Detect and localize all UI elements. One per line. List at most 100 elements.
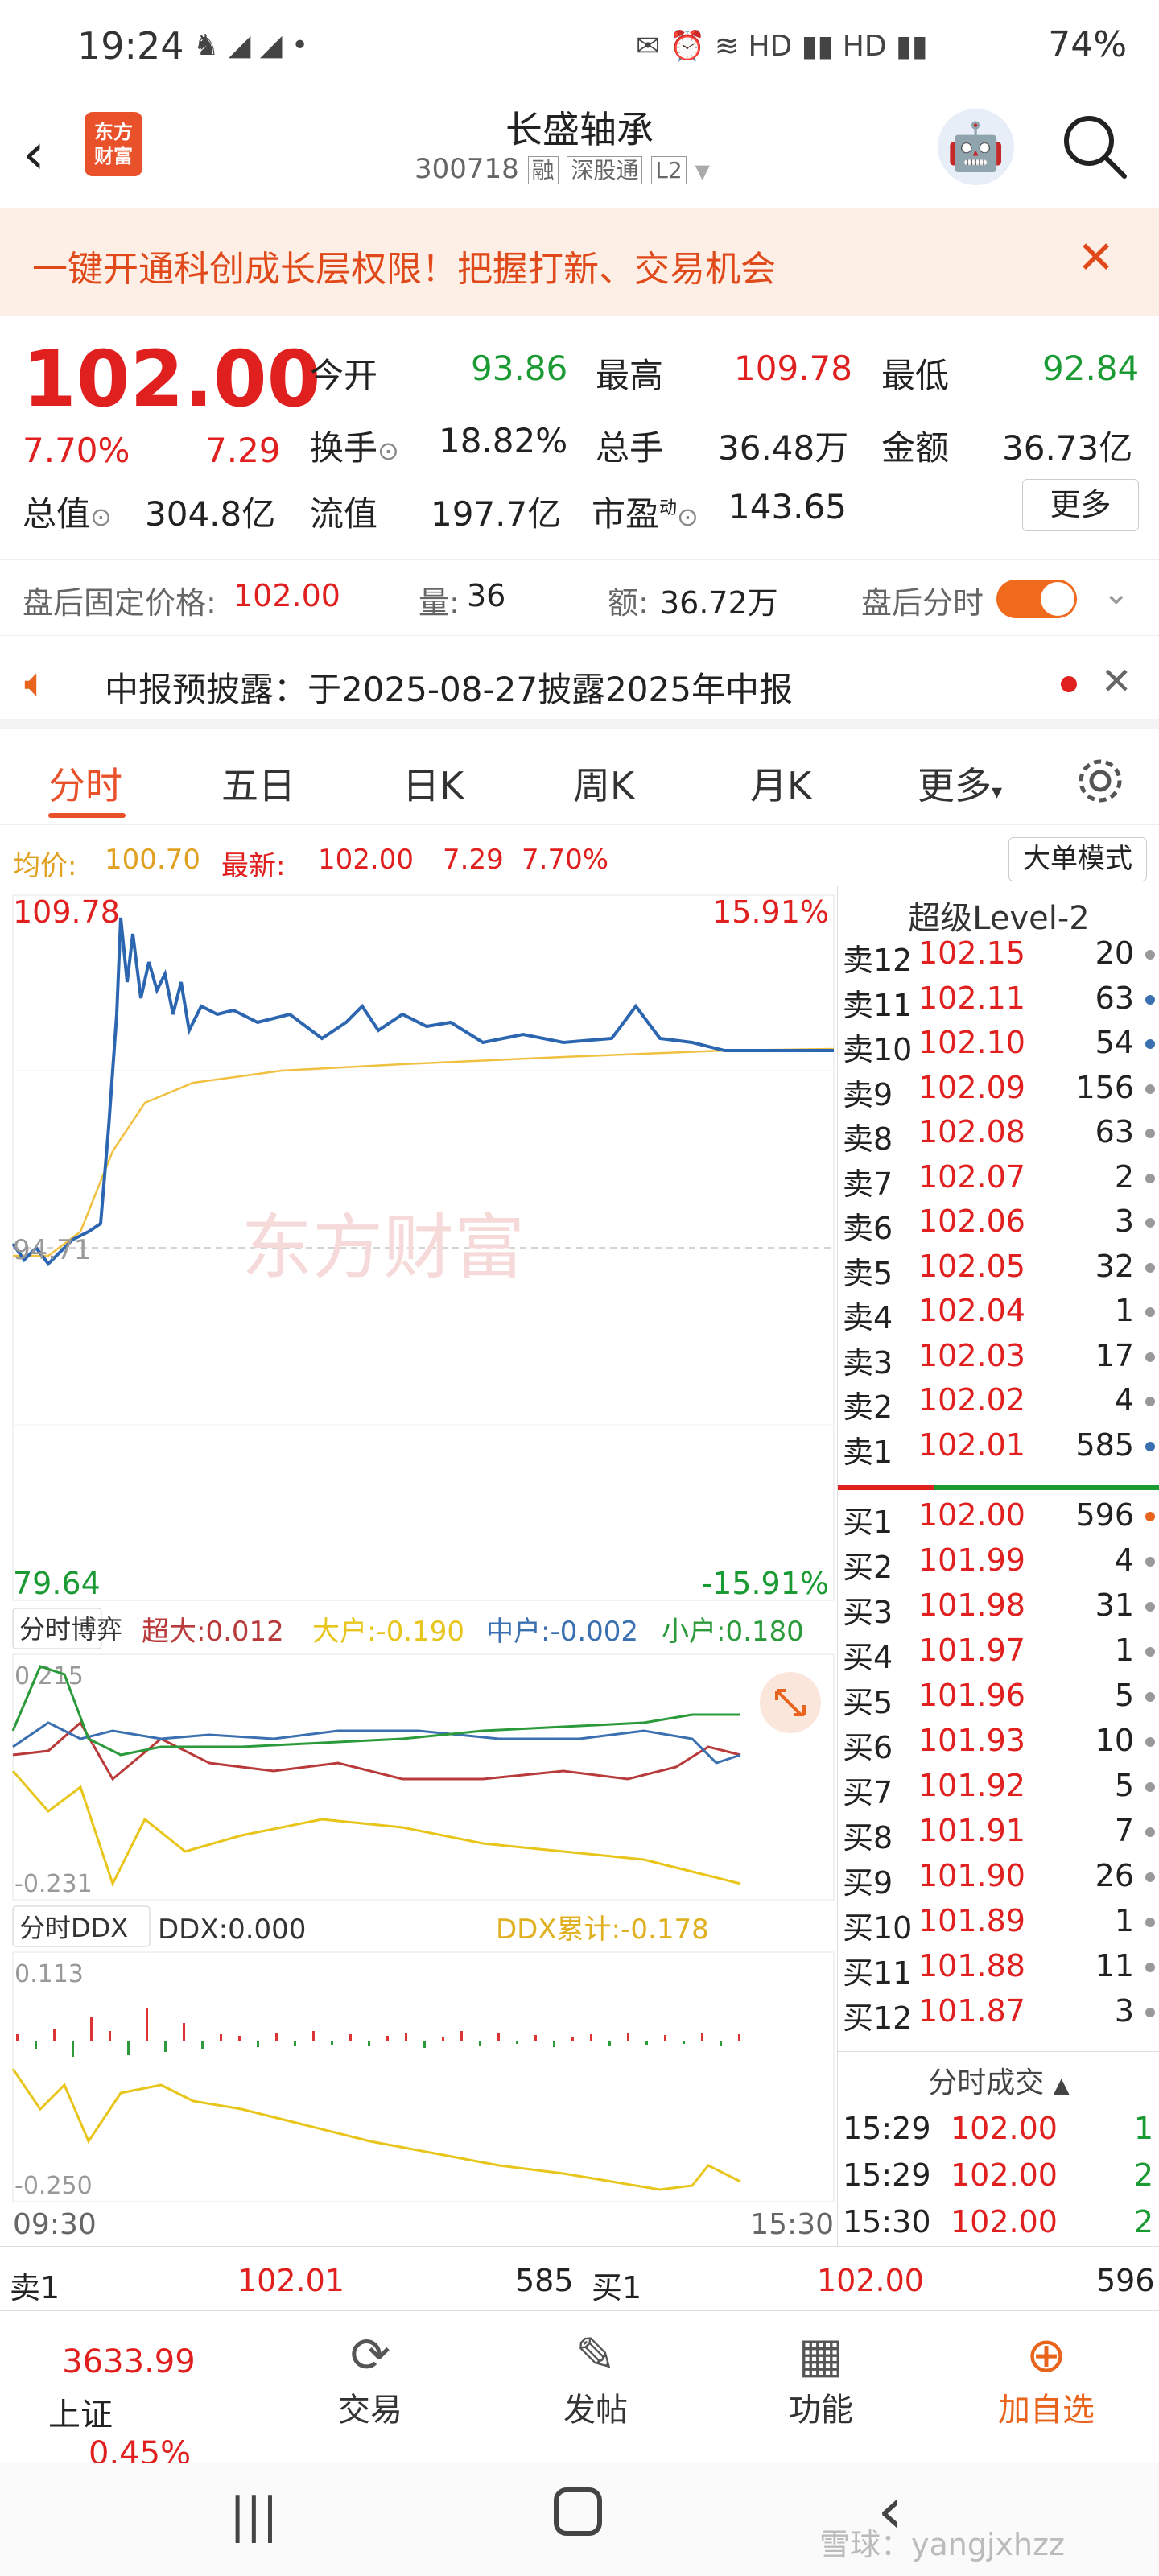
after-hours-toggle[interactable]	[996, 580, 1077, 618]
app-logo[interactable]: 东方 财富	[85, 112, 142, 176]
recents-icon[interactable]: |||	[229, 2487, 278, 2544]
back-nav-icon[interactable]: ‹	[877, 2473, 903, 2548]
close-icon[interactable]: ✕	[1101, 659, 1132, 703]
sell-row[interactable]: 卖1 102.01 585	[838, 1427, 1159, 1472]
ddx-bar	[368, 2041, 370, 2046]
nav-post[interactable]: ✎ 发帖	[515, 2327, 676, 2430]
gear-icon[interactable]	[1074, 755, 1126, 807]
sell-row[interactable]: 卖4 102.04 1	[838, 1293, 1159, 1338]
chart-area[interactable]: 东方财富 109.78 15.91% 94.71 79.64 -15.91% 分…	[0, 886, 837, 2246]
ddx-bar	[16, 2034, 19, 2041]
buy-row[interactable]: 买4 101.97 1	[838, 1633, 1159, 1678]
sell-row[interactable]: 卖7 102.07 2	[838, 1159, 1159, 1204]
ddx-bar	[238, 2036, 241, 2041]
robot-assistant-icon[interactable]: 🤖	[938, 109, 1014, 185]
buy-label: 买7	[843, 1775, 893, 1810]
close-icon[interactable]: ✕	[1077, 232, 1115, 284]
bojue-top-label: 0.215	[14, 1662, 84, 1690]
time-start-label: 09:30	[13, 2208, 97, 2241]
sell-price: 102.04	[918, 1293, 1025, 1328]
sell-row[interactable]: 卖8 102.08 63	[838, 1114, 1159, 1159]
tab-more[interactable]: 更多▾	[918, 757, 1002, 810]
ddx-label[interactable]: 分时DDX	[19, 1913, 128, 1943]
index-ticker[interactable]: 3633.99 上证0.45%	[48, 2343, 209, 2472]
ddx-selector[interactable]	[12, 1905, 151, 1947]
order-dot	[1145, 2008, 1155, 2017]
tab-monthly-k[interactable]: 月K	[750, 764, 812, 807]
chart-svg[interactable]: 东方财富 109.78 15.91% 94.71 79.64 -15.91% 分…	[0, 886, 837, 2246]
tab-weekly-k[interactable]: 周K	[573, 764, 635, 807]
promo-banner[interactable]: 一键开通科创成长层权限！把握打新、交易机会 ✕	[0, 208, 1159, 316]
buy-volume: 5	[1114, 1678, 1134, 1713]
buy-pressure-bar	[934, 1485, 1159, 1490]
trade-time: 15:30	[843, 2204, 931, 2240]
buy-row[interactable]: 买9 101.90 26	[838, 1858, 1159, 1903]
buy-row[interactable]: 买12 101.87 3	[838, 1993, 1159, 2038]
buy-price: 101.97	[918, 1633, 1025, 1668]
notice-bar[interactable]: 🔈︎ 中报预披露：于2025-08-27披露2025年中报 ✕	[0, 640, 1159, 729]
sell-row[interactable]: 卖3 102.03 17	[838, 1338, 1159, 1383]
buy-volume: 31	[1095, 1587, 1134, 1623]
stock-code-line: 300718 融 深股通 L2 ▼	[415, 153, 710, 185]
ddx-bar	[220, 2034, 222, 2041]
tab-intraday[interactable]: 分时	[48, 764, 122, 807]
caret-up-icon: ▲	[1053, 2074, 1070, 2098]
chevron-down-icon[interactable]: ⌄	[1103, 575, 1130, 612]
status-bar: 19:24 ♞ ◢ ◢ • ✉ ⏰ ≋ HD ▮▮ HD ▮▮ 74%	[0, 0, 1159, 101]
ddx-bar	[720, 2041, 722, 2046]
ddx-bar	[701, 2033, 703, 2041]
order-dot	[1145, 1602, 1155, 1612]
tab-5day[interactable]: 五日	[221, 764, 295, 807]
after-hours-bar: 盘后固定价格: 102.00 量: 36 额: 36.72万 盘后分时 ⌄	[0, 559, 1159, 636]
dropdown-icon[interactable]: ▼	[695, 160, 710, 183]
sell-volume: 2	[1114, 1158, 1134, 1195]
buy-row[interactable]: 买6 101.93 10	[838, 1723, 1159, 1768]
order-dot	[1145, 1918, 1155, 1927]
nav-trade[interactable]: ⟳ 交易	[290, 2327, 451, 2430]
tab-daily-k[interactable]: 日K	[402, 764, 464, 807]
trades-title[interactable]: 分时成交 ▲	[838, 2059, 1159, 2101]
search-icon[interactable]	[1058, 110, 1131, 183]
buy-row[interactable]: 买7 101.92 5	[838, 1768, 1159, 1813]
ddx-bar	[497, 2033, 500, 2041]
high-label: 最高	[596, 356, 664, 395]
dahu-line	[11, 1770, 741, 1887]
buy-volume: 10	[1095, 1723, 1134, 1758]
buy-row[interactable]: 买2 101.99 4	[838, 1542, 1159, 1587]
buy-row[interactable]: 买5 101.96 5	[838, 1678, 1159, 1723]
back-icon[interactable]: ‹	[23, 121, 45, 187]
sell-row[interactable]: 卖5 102.05 32	[838, 1249, 1159, 1294]
buy-row[interactable]: 买1 102.00 596	[838, 1497, 1159, 1542]
bojue-panel-frame	[12, 1653, 835, 1901]
bojue-selector[interactable]	[12, 1608, 102, 1649]
buy-row[interactable]: 买3 101.98 31	[838, 1587, 1159, 1633]
zhonghu-line	[12, 1721, 741, 1765]
tab-underline	[48, 813, 126, 818]
sell-row[interactable]: 卖9 102.09 156	[838, 1070, 1159, 1115]
sell-row[interactable]: 卖11 102.11 63	[838, 980, 1159, 1026]
expand-icon[interactable]	[775, 1689, 806, 1716]
ddx-bar	[349, 2034, 352, 2041]
sell-row[interactable]: 卖12 102.15 20	[838, 935, 1159, 980]
sell-row[interactable]: 卖6 102.06 3	[838, 1203, 1159, 1249]
sell-row[interactable]: 卖10 102.10 54	[838, 1025, 1159, 1070]
info-icon[interactable]: ⊙	[377, 436, 399, 466]
nav-add-watchlist[interactable]: ⊕ 加自选	[966, 2327, 1127, 2430]
buy-row[interactable]: 买10 101.89 1	[838, 1903, 1159, 1948]
buy-label: 买8	[843, 1820, 893, 1856]
nav-function[interactable]: ▦ 功能	[740, 2327, 901, 2430]
trade-volume: 2	[1133, 2204, 1153, 2240]
buy-row[interactable]: 买11 101.88 11	[838, 1948, 1159, 1993]
info-icon[interactable]: ⊙	[90, 502, 112, 532]
sell-row[interactable]: 卖2 102.02 4	[838, 1382, 1159, 1427]
big-order-mode-button[interactable]: 大单模式	[1008, 837, 1147, 881]
sell-label: 卖9	[843, 1076, 893, 1113]
ddx-bar	[386, 2036, 389, 2041]
bojue-label[interactable]: 分时博弈	[19, 1614, 122, 1645]
info-icon[interactable]: ⊙	[677, 502, 699, 532]
buy-row[interactable]: 买8 101.91 7	[838, 1813, 1159, 1858]
buy-label: 买2	[843, 1550, 893, 1585]
more-button[interactable]: 更多	[1022, 479, 1139, 531]
home-icon[interactable]	[554, 2487, 602, 2536]
pe-value: 143.65	[728, 487, 847, 526]
